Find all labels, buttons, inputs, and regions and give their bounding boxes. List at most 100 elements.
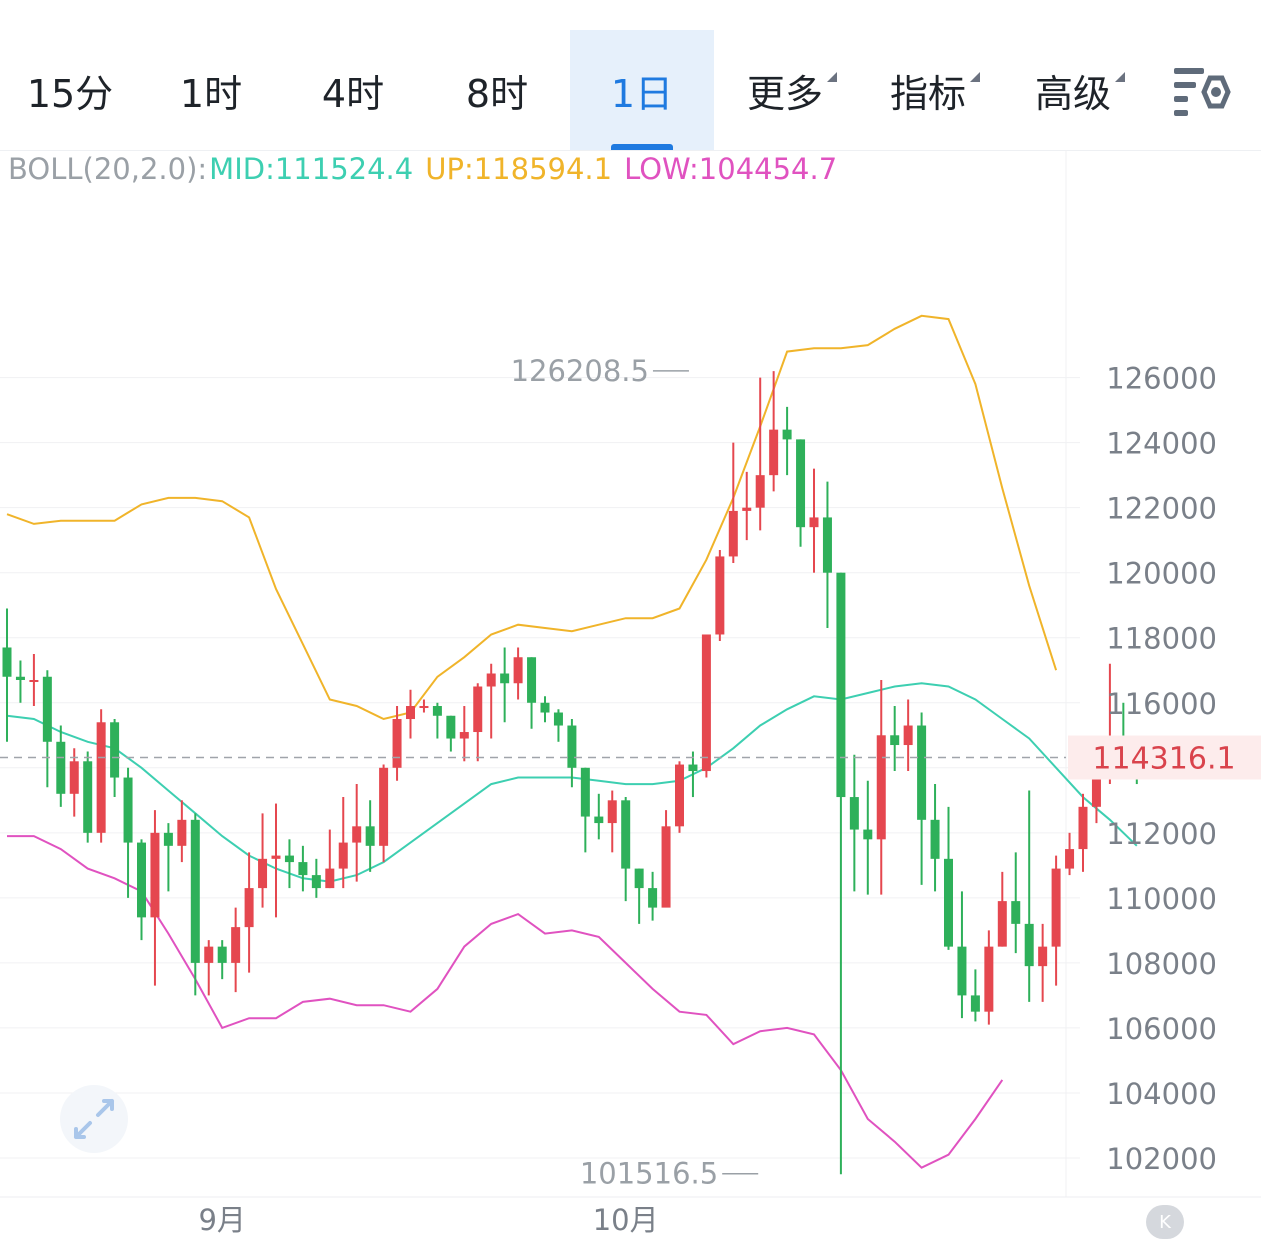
candle (580, 767, 590, 853)
candle-body (567, 725, 577, 768)
boll-indicator-readout: BOLL(20,2.0):MID:111524.4 UP:118594.1 LOW:… (8, 152, 849, 186)
candle (903, 699, 913, 772)
candle-body (325, 868, 335, 889)
candle-body (607, 800, 617, 824)
collapse-k-button[interactable]: K (1146, 1205, 1184, 1239)
candle-body (809, 517, 819, 528)
candle-body (1038, 946, 1048, 967)
candle-body (110, 722, 120, 778)
candle-body (728, 510, 738, 557)
candle (513, 647, 523, 700)
candle (123, 767, 133, 898)
tab-7[interactable]: 高级 (1000, 30, 1146, 150)
candle (2, 608, 12, 742)
candle (15, 660, 25, 703)
candle (661, 810, 671, 908)
candle-body (271, 855, 281, 859)
candle (890, 706, 900, 772)
candle (338, 797, 348, 889)
tab-label: 高级 (1035, 63, 1125, 118)
y-tick-label: 108000 (1106, 947, 1217, 981)
candle-body (701, 634, 711, 772)
candle-body (553, 712, 563, 726)
candle-body (648, 888, 658, 908)
candle (379, 764, 389, 863)
candle-body (957, 946, 967, 996)
y-tick-label: 112000 (1106, 817, 1217, 851)
candle (796, 439, 806, 547)
candle (177, 800, 187, 863)
candle-body (298, 862, 308, 876)
x-tick-label: 10月 (593, 1203, 659, 1237)
candle (163, 823, 173, 892)
candle-body (594, 816, 604, 824)
candle (849, 754, 859, 892)
candle-body (56, 741, 66, 794)
tab-3[interactable]: 8时 (424, 30, 570, 150)
candle (553, 709, 563, 742)
candle (527, 657, 537, 729)
tab-1[interactable]: 1时 (140, 30, 282, 150)
candle-body (379, 767, 389, 846)
candle (1011, 852, 1021, 954)
tab-6[interactable]: 指标 (856, 30, 1000, 150)
tab-5[interactable]: 更多 (714, 30, 856, 150)
tab-0[interactable]: 15分 (0, 30, 140, 150)
tab-4[interactable]: 1日 (570, 30, 714, 150)
candle (594, 793, 604, 840)
candle-body (204, 946, 214, 963)
candle-body (715, 556, 725, 635)
chart-annotations: 114316.1 126208.5 101516.5 (0, 354, 1261, 1191)
candle (809, 468, 819, 573)
candle (446, 715, 456, 752)
y-tick-label: 118000 (1106, 622, 1217, 656)
y-tick-label: 102000 (1106, 1142, 1217, 1176)
collapse-k-icon: K (1159, 1211, 1171, 1233)
expand-chart-button[interactable] (60, 1085, 128, 1153)
candle (1024, 790, 1034, 1002)
dropdown-caret-icon (1115, 71, 1125, 82)
tab-label: 指标 (890, 63, 980, 118)
candles-layer (2, 371, 1142, 1175)
candle (284, 839, 294, 889)
candle-body (822, 517, 832, 573)
candle (957, 891, 967, 1019)
boll-mid: MID:111524.4 (209, 152, 414, 186)
candle-body (486, 673, 496, 687)
candle-body (890, 735, 900, 746)
active-tab-indicator (611, 144, 673, 150)
candle (930, 784, 940, 892)
candle-body (15, 676, 25, 681)
tab-label: 4时 (321, 71, 385, 116)
candle-body (231, 927, 241, 963)
candle (1078, 793, 1088, 872)
candle-body (634, 868, 644, 889)
candlestick-chart[interactable]: 1260001240001220001200001180001160001140… (0, 150, 1261, 1241)
chart-settings-icon[interactable] (1170, 62, 1234, 122)
candle (742, 471, 752, 541)
candle-body (29, 680, 39, 683)
candle-body (244, 888, 254, 928)
candle-body (527, 657, 537, 703)
candle-body (500, 673, 510, 684)
candle-body (513, 657, 523, 684)
candle-body (338, 842, 348, 869)
candle (1051, 855, 1061, 986)
current-price-badge (1068, 735, 1261, 780)
candle-body (217, 946, 227, 963)
tab-2[interactable]: 4时 (282, 30, 424, 150)
candle (137, 839, 146, 941)
candle (419, 699, 429, 713)
candle-body (163, 832, 173, 846)
candle-body (782, 429, 792, 440)
boll-name: BOLL(20,2.0): (8, 152, 208, 186)
candle-body (42, 676, 52, 742)
candle (688, 751, 698, 798)
candle (244, 852, 254, 973)
candle (822, 481, 832, 628)
y-tick-label: 104000 (1106, 1077, 1217, 1111)
candle-body (150, 832, 160, 918)
candle-body (177, 819, 187, 846)
tab-label: 更多 (747, 63, 837, 118)
candle-body (755, 475, 765, 508)
